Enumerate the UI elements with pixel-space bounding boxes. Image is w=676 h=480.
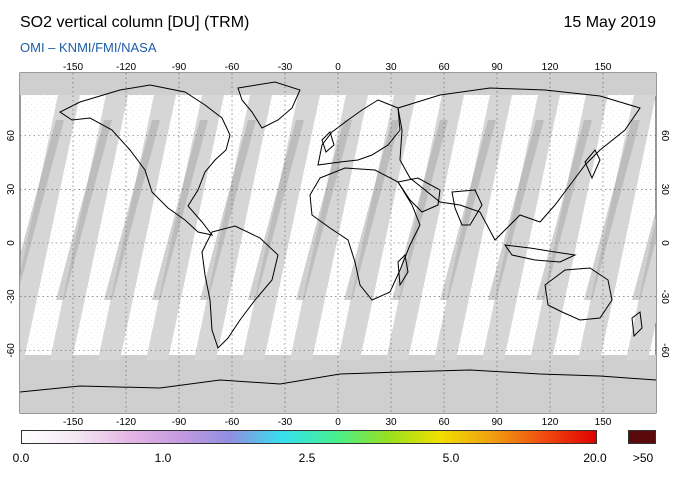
swath-core	[344, 120, 400, 300]
australia-outline	[544, 267, 613, 321]
tick-label: 0	[6, 240, 17, 246]
colorbar-label-3: 5.0	[442, 451, 460, 465]
swath-core	[440, 120, 496, 300]
swath-core	[296, 120, 352, 300]
swath-core	[632, 210, 656, 300]
tick-label: -150	[63, 62, 83, 73]
tick-label: 0	[335, 417, 341, 428]
tick-label: 60	[6, 130, 17, 142]
arabia-outline	[397, 177, 441, 213]
tick-label: 60	[438, 417, 450, 428]
swath-core	[152, 120, 208, 300]
swath-stripe	[50, 95, 128, 360]
tick-label: 30	[6, 183, 17, 195]
swath-stripe	[242, 95, 320, 360]
swath-core	[56, 120, 112, 300]
swath-stripe	[482, 95, 560, 360]
longitude-ticks-top: -150 -120 -90 -60 -30 0 30 60 90 120 150	[63, 62, 612, 73]
indonesia-outline	[503, 244, 577, 263]
swath-stripe	[434, 95, 512, 360]
tick-label: -150	[63, 417, 83, 428]
tick-label: -30	[278, 417, 293, 428]
swath-stripe	[20, 95, 80, 360]
tick-label: -90	[172, 62, 187, 73]
swath-stripe	[98, 95, 176, 360]
colorbar-gradient	[21, 430, 597, 444]
tick-label: 150	[595, 62, 612, 73]
tick-label: 120	[542, 417, 559, 428]
map-title: SO2 vertical column [DU] (TRM)	[20, 14, 250, 31]
tick-label: -30	[6, 289, 17, 304]
madagascar-outline	[397, 253, 409, 287]
tick-label: -60	[225, 417, 240, 428]
tick-label: 90	[491, 62, 503, 73]
swath-stripe	[146, 95, 224, 360]
swath-core	[536, 120, 592, 300]
swath-core	[200, 120, 256, 300]
new-zealand-outline	[631, 311, 643, 338]
tick-label: -60	[6, 343, 17, 358]
south-america-outline	[201, 225, 279, 349]
tick-label: 0	[335, 62, 341, 73]
colorbar-label-2: 2.5	[298, 451, 316, 465]
india-outline	[451, 189, 483, 226]
greenland-outline	[237, 81, 301, 129]
swath-core	[248, 120, 304, 300]
japan-outline	[584, 149, 601, 180]
tick-label: 30	[385, 62, 397, 73]
latitude-ticks-right: 60 30 0 -30 -60	[659, 130, 670, 358]
tick-label: -120	[116, 62, 136, 73]
colorbar-overflow-swatch	[628, 430, 656, 444]
data-source: OMI – KNMI/FMI/NASA	[20, 40, 157, 55]
swath-core	[584, 120, 640, 300]
tick-label: 120	[542, 62, 559, 73]
map-date: 15 May 2019	[563, 14, 656, 31]
swath-stripe	[194, 95, 272, 360]
tick-label: 90	[491, 417, 503, 428]
tick-label: 60	[438, 62, 450, 73]
colorbar-label-1: 1.0	[154, 451, 172, 465]
british-isles-outline	[321, 131, 335, 153]
tick-label: -60	[659, 343, 670, 358]
tick-label: 30	[385, 417, 397, 428]
tick-label: -90	[172, 417, 187, 428]
tick-label: 0	[659, 240, 670, 246]
tick-label: 150	[595, 417, 612, 428]
swath-core	[20, 120, 64, 285]
swath-core	[104, 120, 160, 300]
north-america-outline	[59, 84, 231, 236]
africa-outline	[309, 167, 421, 301]
tick-label: -30	[659, 289, 670, 304]
asia-outline	[397, 87, 641, 241]
tick-label: 30	[659, 184, 670, 196]
tick-label: 60	[659, 130, 670, 142]
antarctica-outline	[20, 369, 656, 393]
colorbar-label-4: 20.0	[583, 451, 607, 465]
longitude-ticks-bottom: -150 -120 -90 -60 -30 0 30 60 90 120 150	[63, 417, 612, 428]
tick-label: -120	[116, 417, 136, 428]
tick-label: -30	[278, 62, 293, 73]
swath-stripe	[386, 95, 464, 360]
swath-core	[488, 120, 544, 300]
continents	[20, 81, 656, 393]
colorbar-label-0: 0.0	[12, 451, 30, 465]
swath-stripe	[578, 95, 656, 360]
latitude-ticks-left: 60 30 0 -30 -60	[6, 130, 17, 358]
tick-label: -60	[225, 62, 240, 73]
colorbar-label-overflow: >50	[632, 451, 654, 465]
swath-stripe	[338, 95, 416, 360]
